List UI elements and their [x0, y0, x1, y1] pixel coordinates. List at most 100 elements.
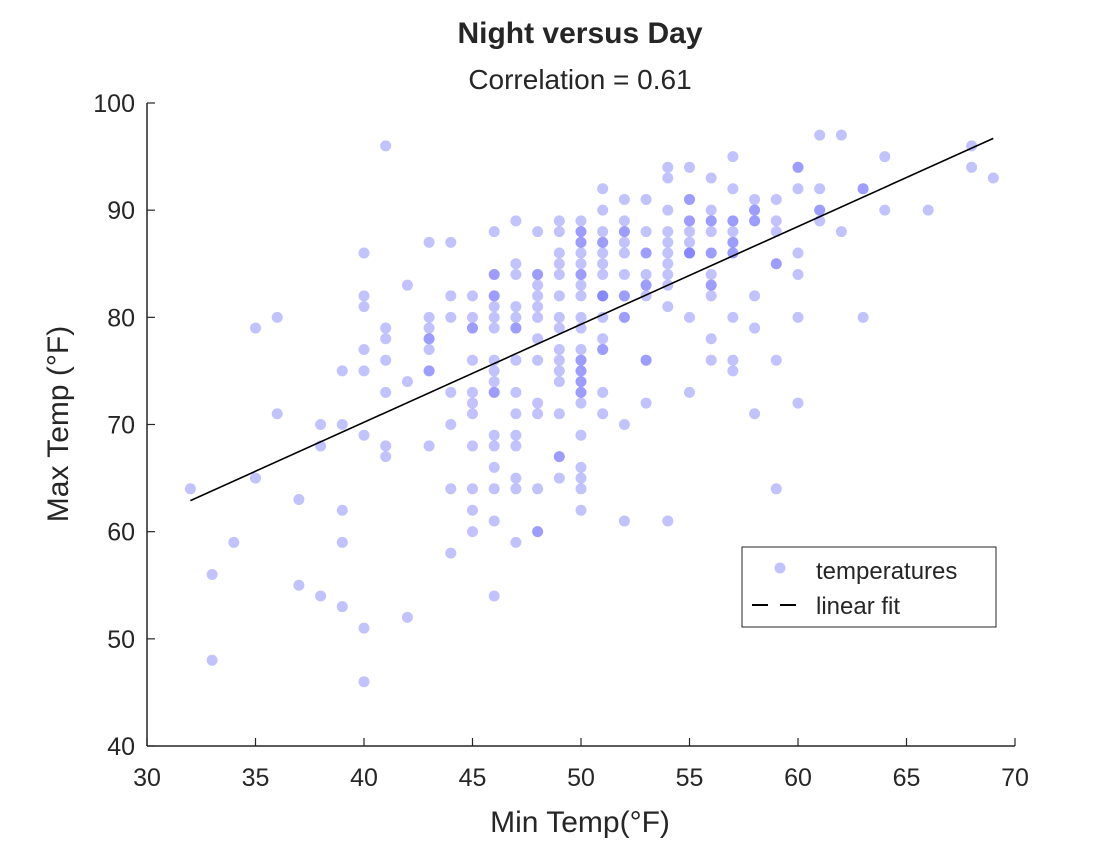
- data-point: [792, 183, 804, 195]
- data-point: [684, 386, 695, 398]
- data-point: [445, 311, 457, 323]
- data-point: [315, 419, 327, 430]
- y-axis-ticks: 40 50 60 70 80 90 100: [93, 90, 155, 761]
- data-point: [770, 258, 782, 270]
- data-point: [770, 258, 782, 270]
- data-point: [467, 322, 478, 334]
- data-point: [792, 161, 804, 173]
- data-point: [640, 279, 652, 291]
- data-point: [488, 590, 500, 602]
- data-point: [770, 215, 782, 227]
- data-point: [705, 279, 717, 291]
- data-point: [749, 204, 761, 216]
- data-point: [271, 311, 283, 323]
- data-point: [380, 322, 392, 334]
- data-point: [879, 204, 891, 216]
- data-point: [597, 236, 609, 248]
- data-point: [293, 579, 305, 591]
- data-point: [597, 204, 609, 216]
- x-tick-label: 30: [133, 764, 161, 792]
- data-point: [510, 536, 522, 548]
- data-point: [488, 226, 500, 238]
- linear-fit-line: [190, 137, 994, 502]
- data-point: [423, 322, 435, 334]
- data-point: [488, 376, 500, 388]
- data-point: [575, 429, 587, 441]
- data-point: [575, 247, 587, 259]
- data-point: [488, 268, 500, 280]
- data-point: [640, 268, 652, 280]
- data-point: [445, 547, 457, 559]
- data-point: [553, 322, 565, 334]
- data-point: [228, 536, 240, 548]
- data-point: [401, 376, 413, 388]
- data-point: [727, 247, 739, 259]
- data-point: [684, 215, 695, 227]
- data-point: [467, 526, 478, 538]
- data-point: [510, 322, 522, 334]
- data-point: [705, 247, 717, 259]
- data-point: [575, 483, 587, 495]
- data-point: [792, 397, 804, 409]
- y-tick-label: 40: [107, 733, 135, 761]
- legend-box: [741, 546, 997, 628]
- data-point: [662, 204, 674, 216]
- data-point: [358, 247, 370, 259]
- data-point: [640, 193, 652, 205]
- data-point: [618, 247, 630, 259]
- data-point: [857, 311, 869, 323]
- data-point: [597, 236, 609, 248]
- data-point: [597, 226, 609, 238]
- data-point: [575, 472, 587, 484]
- data-point: [618, 226, 630, 238]
- data-point: [662, 301, 674, 313]
- data-point: [336, 601, 348, 613]
- x-tick-label: 65: [893, 764, 921, 792]
- y-tick-label: 80: [107, 304, 135, 332]
- data-point: [250, 472, 261, 484]
- data-point: [184, 483, 196, 495]
- data-point: [770, 483, 782, 495]
- data-point: [575, 258, 587, 270]
- data-point: [618, 515, 630, 527]
- scatter-points-layer: [184, 129, 999, 688]
- data-point: [553, 451, 565, 463]
- data-point: [575, 376, 587, 388]
- data-point: [727, 354, 739, 366]
- data-point: [488, 515, 500, 527]
- data-point: [575, 236, 587, 248]
- data-point: [662, 226, 674, 238]
- data-point: [749, 193, 761, 205]
- data-point: [553, 408, 565, 420]
- legend: temperatures linear fit: [741, 546, 997, 628]
- data-point: [553, 343, 565, 355]
- data-point: [510, 258, 522, 270]
- data-point: [727, 365, 739, 377]
- data-point: [401, 611, 413, 623]
- data-point: [749, 215, 761, 227]
- data-point: [336, 536, 348, 548]
- data-point: [575, 376, 587, 388]
- data-point: [336, 504, 348, 516]
- data-point: [640, 279, 652, 291]
- data-point: [510, 322, 522, 334]
- data-point: [987, 172, 999, 184]
- data-point: [597, 343, 609, 355]
- x-axis-label: Min Temp(°F): [490, 806, 670, 839]
- data-point: [618, 290, 630, 302]
- data-point: [727, 183, 739, 195]
- data-point: [749, 322, 761, 334]
- data-point: [640, 397, 652, 409]
- data-point: [488, 483, 500, 495]
- legend-label-temperatures: temperatures: [816, 558, 957, 585]
- data-point: [835, 226, 847, 238]
- data-point: [640, 226, 652, 238]
- data-point: [705, 204, 717, 216]
- data-point: [597, 183, 609, 195]
- data-point: [575, 386, 587, 398]
- data-point: [488, 311, 500, 323]
- data-point: [423, 365, 435, 377]
- data-point: [597, 311, 609, 323]
- data-point: [553, 376, 565, 388]
